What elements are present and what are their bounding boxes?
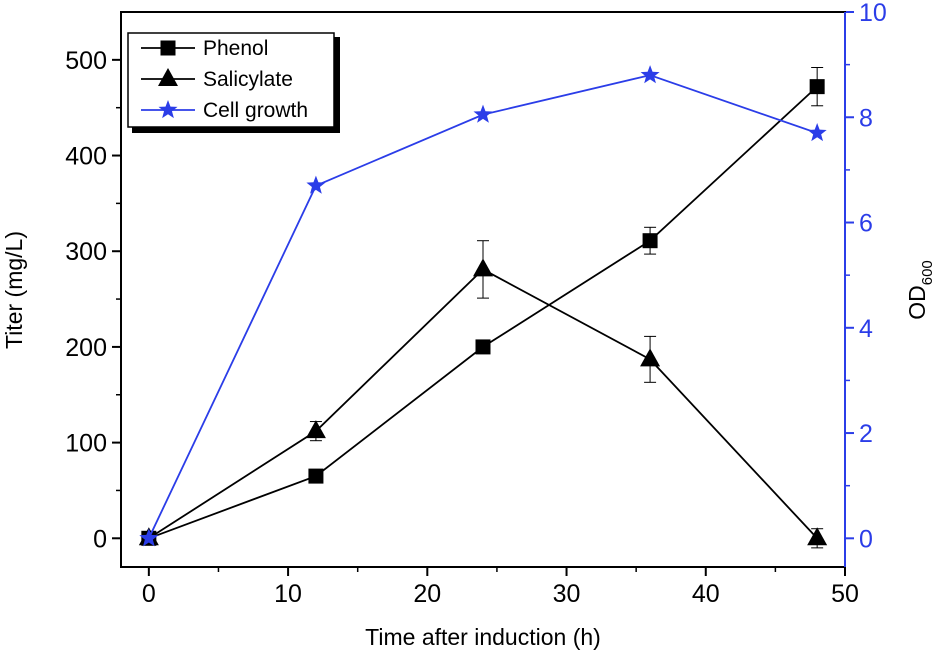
legend-item-cell-growth: Cell growth: [141, 99, 308, 122]
y-tick-label: 400: [65, 143, 107, 171]
cell-growth-point: [807, 123, 827, 142]
y2-tick-label: 10: [859, 0, 887, 27]
legend-marker-salicylate: [158, 68, 178, 86]
y-tick-label: 500: [65, 47, 107, 75]
legend-marker-cell-growth: [158, 100, 178, 119]
series-phenol: [141, 67, 825, 546]
salicylate-point: [640, 348, 661, 367]
x-tick-label: 40: [692, 580, 720, 608]
phenol-line: [148, 85, 818, 540]
salicylate-line: [148, 268, 818, 540]
x-tick-label: 10: [274, 580, 302, 608]
legend-marker-phenol: [160, 40, 176, 56]
cell-growth-point: [640, 65, 660, 84]
y-tick-label: 300: [65, 238, 107, 266]
legend-label: Phenol: [203, 37, 268, 60]
x-tick-label: 50: [831, 580, 859, 608]
cell-growth-point: [139, 528, 159, 547]
y2-axis-title-subscript: 600: [919, 260, 936, 285]
legend-item-salicylate: Salicylate: [141, 68, 293, 91]
cell-growth-point: [306, 175, 326, 194]
y-tick-label: 100: [65, 430, 107, 458]
series-cell-growth: [139, 65, 827, 547]
legend-label: Cell growth: [203, 99, 308, 122]
phenol-point: [809, 79, 825, 95]
x-tick-label: 0: [142, 580, 156, 608]
cell-growth-line: [148, 74, 818, 539]
x-tick-label: 30: [553, 580, 581, 608]
axis-ticks: [112, 11, 854, 576]
y-axis-title: Titer (mg/L): [1, 231, 27, 349]
y2-tick-label: 4: [859, 315, 873, 343]
phenol-point: [308, 468, 324, 484]
y2-axis-title: OD600: [904, 260, 936, 320]
y2-tick-label: 8: [859, 104, 873, 132]
legend-items: Phenol Salicylate Cell growth: [141, 37, 308, 122]
y-tick-label: 0: [93, 525, 107, 553]
salicylate-point: [473, 258, 493, 277]
y-tick-label: 200: [65, 334, 107, 362]
x-tick-label: 20: [413, 580, 441, 608]
y2-tick-label: 0: [859, 525, 873, 553]
series-salicylate: [138, 240, 828, 549]
cell-growth-point: [473, 104, 493, 123]
phenol-point: [475, 339, 491, 355]
series-layer: [138, 65, 828, 549]
legend: Phenol Salicylate Cell growth: [127, 32, 340, 133]
y2-tick-label: 2: [859, 420, 873, 448]
y2-tick-label: 6: [859, 210, 873, 238]
salicylate-point: [807, 527, 828, 546]
phenol-point: [642, 233, 658, 249]
legend-item-phenol: Phenol: [141, 37, 268, 60]
y2-axis-title-base: OD: [904, 285, 930, 320]
salicylate-point: [305, 420, 326, 439]
x-axis-title: Time after induction (h): [365, 624, 601, 650]
legend-label: Salicylate: [203, 68, 293, 91]
